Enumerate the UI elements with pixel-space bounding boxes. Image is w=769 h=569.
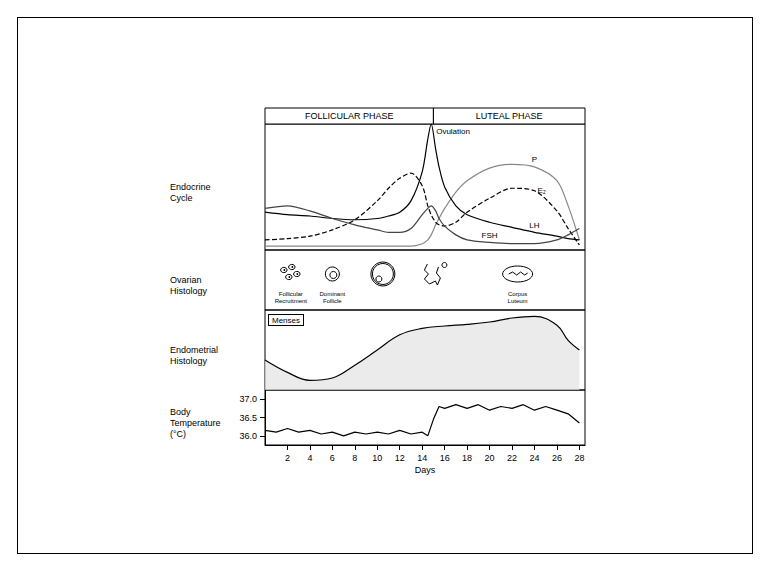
svg-text:Endocrine: Endocrine [170, 182, 211, 192]
svg-text:20: 20 [485, 453, 495, 463]
svg-text:Dominant: Dominant [320, 291, 346, 297]
svg-text:Body: Body [170, 407, 191, 417]
svg-text:LUTEAL PHASE: LUTEAL PHASE [476, 111, 543, 121]
svg-text:(°C): (°C) [170, 429, 186, 439]
svg-text:10: 10 [372, 453, 382, 463]
svg-text:6: 6 [330, 453, 335, 463]
svg-text:24: 24 [529, 453, 539, 463]
svg-text:Ovarian: Ovarian [170, 275, 202, 285]
svg-text:Follicular: Follicular [279, 291, 303, 297]
svg-text:28: 28 [574, 453, 584, 463]
svg-text:4: 4 [307, 453, 312, 463]
svg-text:36.5: 36.5 [239, 413, 257, 423]
svg-text:P: P [532, 155, 537, 164]
svg-text:E₂: E₂ [537, 186, 545, 195]
svg-text:Menses: Menses [272, 316, 300, 325]
svg-text:Temperature: Temperature [170, 418, 221, 428]
svg-text:Recruitment: Recruitment [275, 298, 308, 304]
svg-text:14: 14 [417, 453, 427, 463]
svg-text:Corpus: Corpus [508, 291, 527, 297]
svg-text:18: 18 [462, 453, 472, 463]
svg-text:12: 12 [395, 453, 405, 463]
svg-text:LH: LH [529, 221, 539, 230]
svg-text:16: 16 [440, 453, 450, 463]
svg-text:Histology: Histology [170, 356, 208, 366]
svg-text:Histology: Histology [170, 286, 208, 296]
svg-text:37.0: 37.0 [239, 394, 257, 404]
svg-text:Cycle: Cycle [170, 193, 193, 203]
svg-text:22: 22 [507, 453, 517, 463]
svg-text:Follicle: Follicle [323, 298, 342, 304]
svg-text:8: 8 [352, 453, 357, 463]
svg-text:Ovulation: Ovulation [436, 127, 470, 136]
svg-text:Endometrial: Endometrial [170, 345, 218, 355]
svg-text:36.0: 36.0 [239, 431, 257, 441]
svg-text:26: 26 [552, 453, 562, 463]
svg-text:2: 2 [285, 453, 290, 463]
svg-text:FSH: FSH [482, 231, 498, 240]
svg-text:Luteum: Luteum [508, 298, 528, 304]
svg-text:FOLLICULAR PHASE: FOLLICULAR PHASE [305, 111, 394, 121]
svg-text:Days: Days [415, 465, 436, 475]
